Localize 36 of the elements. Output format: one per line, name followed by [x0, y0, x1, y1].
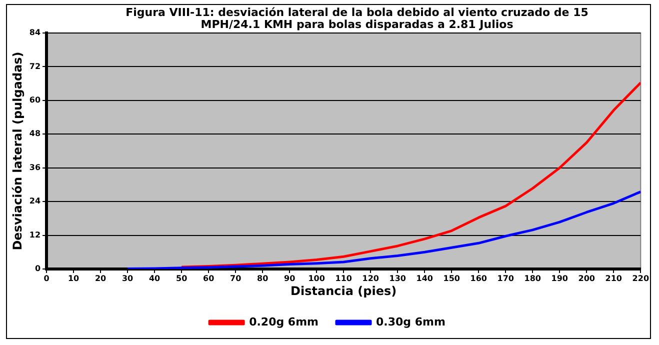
y-tick-label: 0: [34, 264, 41, 274]
y-tick-label: 48: [29, 129, 41, 138]
y-tick-label: 36: [29, 162, 41, 172]
legend-label: 0.30g 6mm: [376, 315, 446, 328]
chart-title: Figura VIII-11: desviación lateral de la bola debido al viento cruzado de 15 MPH/24.1 KMH para bolas disparadas a 2.81 Julios: [124, 6, 590, 31]
x-tick-label: 0: [44, 274, 50, 283]
y-tick-label: 84: [29, 28, 41, 38]
x-tick-label: 10: [68, 274, 80, 283]
x-tick-label: 150: [443, 274, 460, 283]
x-tick-label: 80: [257, 274, 269, 283]
y-tick-label: 72: [29, 62, 41, 71]
x-tick-label: 110: [335, 274, 352, 283]
x-tick-label: 30: [122, 274, 134, 283]
x-tick-label: 100: [308, 274, 326, 283]
x-tick-label: 90: [284, 274, 296, 283]
y-tick-label: 60: [29, 96, 41, 105]
y-tick-label: 24: [29, 196, 41, 206]
x-tick-label: 20: [94, 274, 107, 283]
x-tick-label: 120: [362, 274, 380, 283]
x-tick-label: 50: [176, 274, 188, 283]
x-tick-label: 140: [416, 274, 434, 283]
y-axis-title: Desviación lateral (pulgadas): [10, 52, 24, 250]
x-tick-label: 210: [605, 274, 622, 283]
x-tick-label: 200: [578, 274, 596, 283]
x-axis-title: Distancia (pies): [290, 284, 397, 298]
y-tick-label: 12: [29, 230, 41, 240]
x-tick-label: 60: [202, 274, 215, 283]
x-tick-label: 180: [524, 274, 542, 283]
x-tick-label: 220: [632, 274, 650, 283]
x-tick-label: 70: [230, 274, 242, 283]
x-tick-label: 170: [497, 274, 514, 283]
x-tick-label: 160: [470, 274, 488, 283]
legend-label: 0.20g 6mm: [249, 315, 318, 328]
x-tick-label: 190: [551, 274, 568, 283]
x-tick-label: 130: [389, 274, 406, 283]
x-tick-label: 40: [148, 274, 161, 283]
